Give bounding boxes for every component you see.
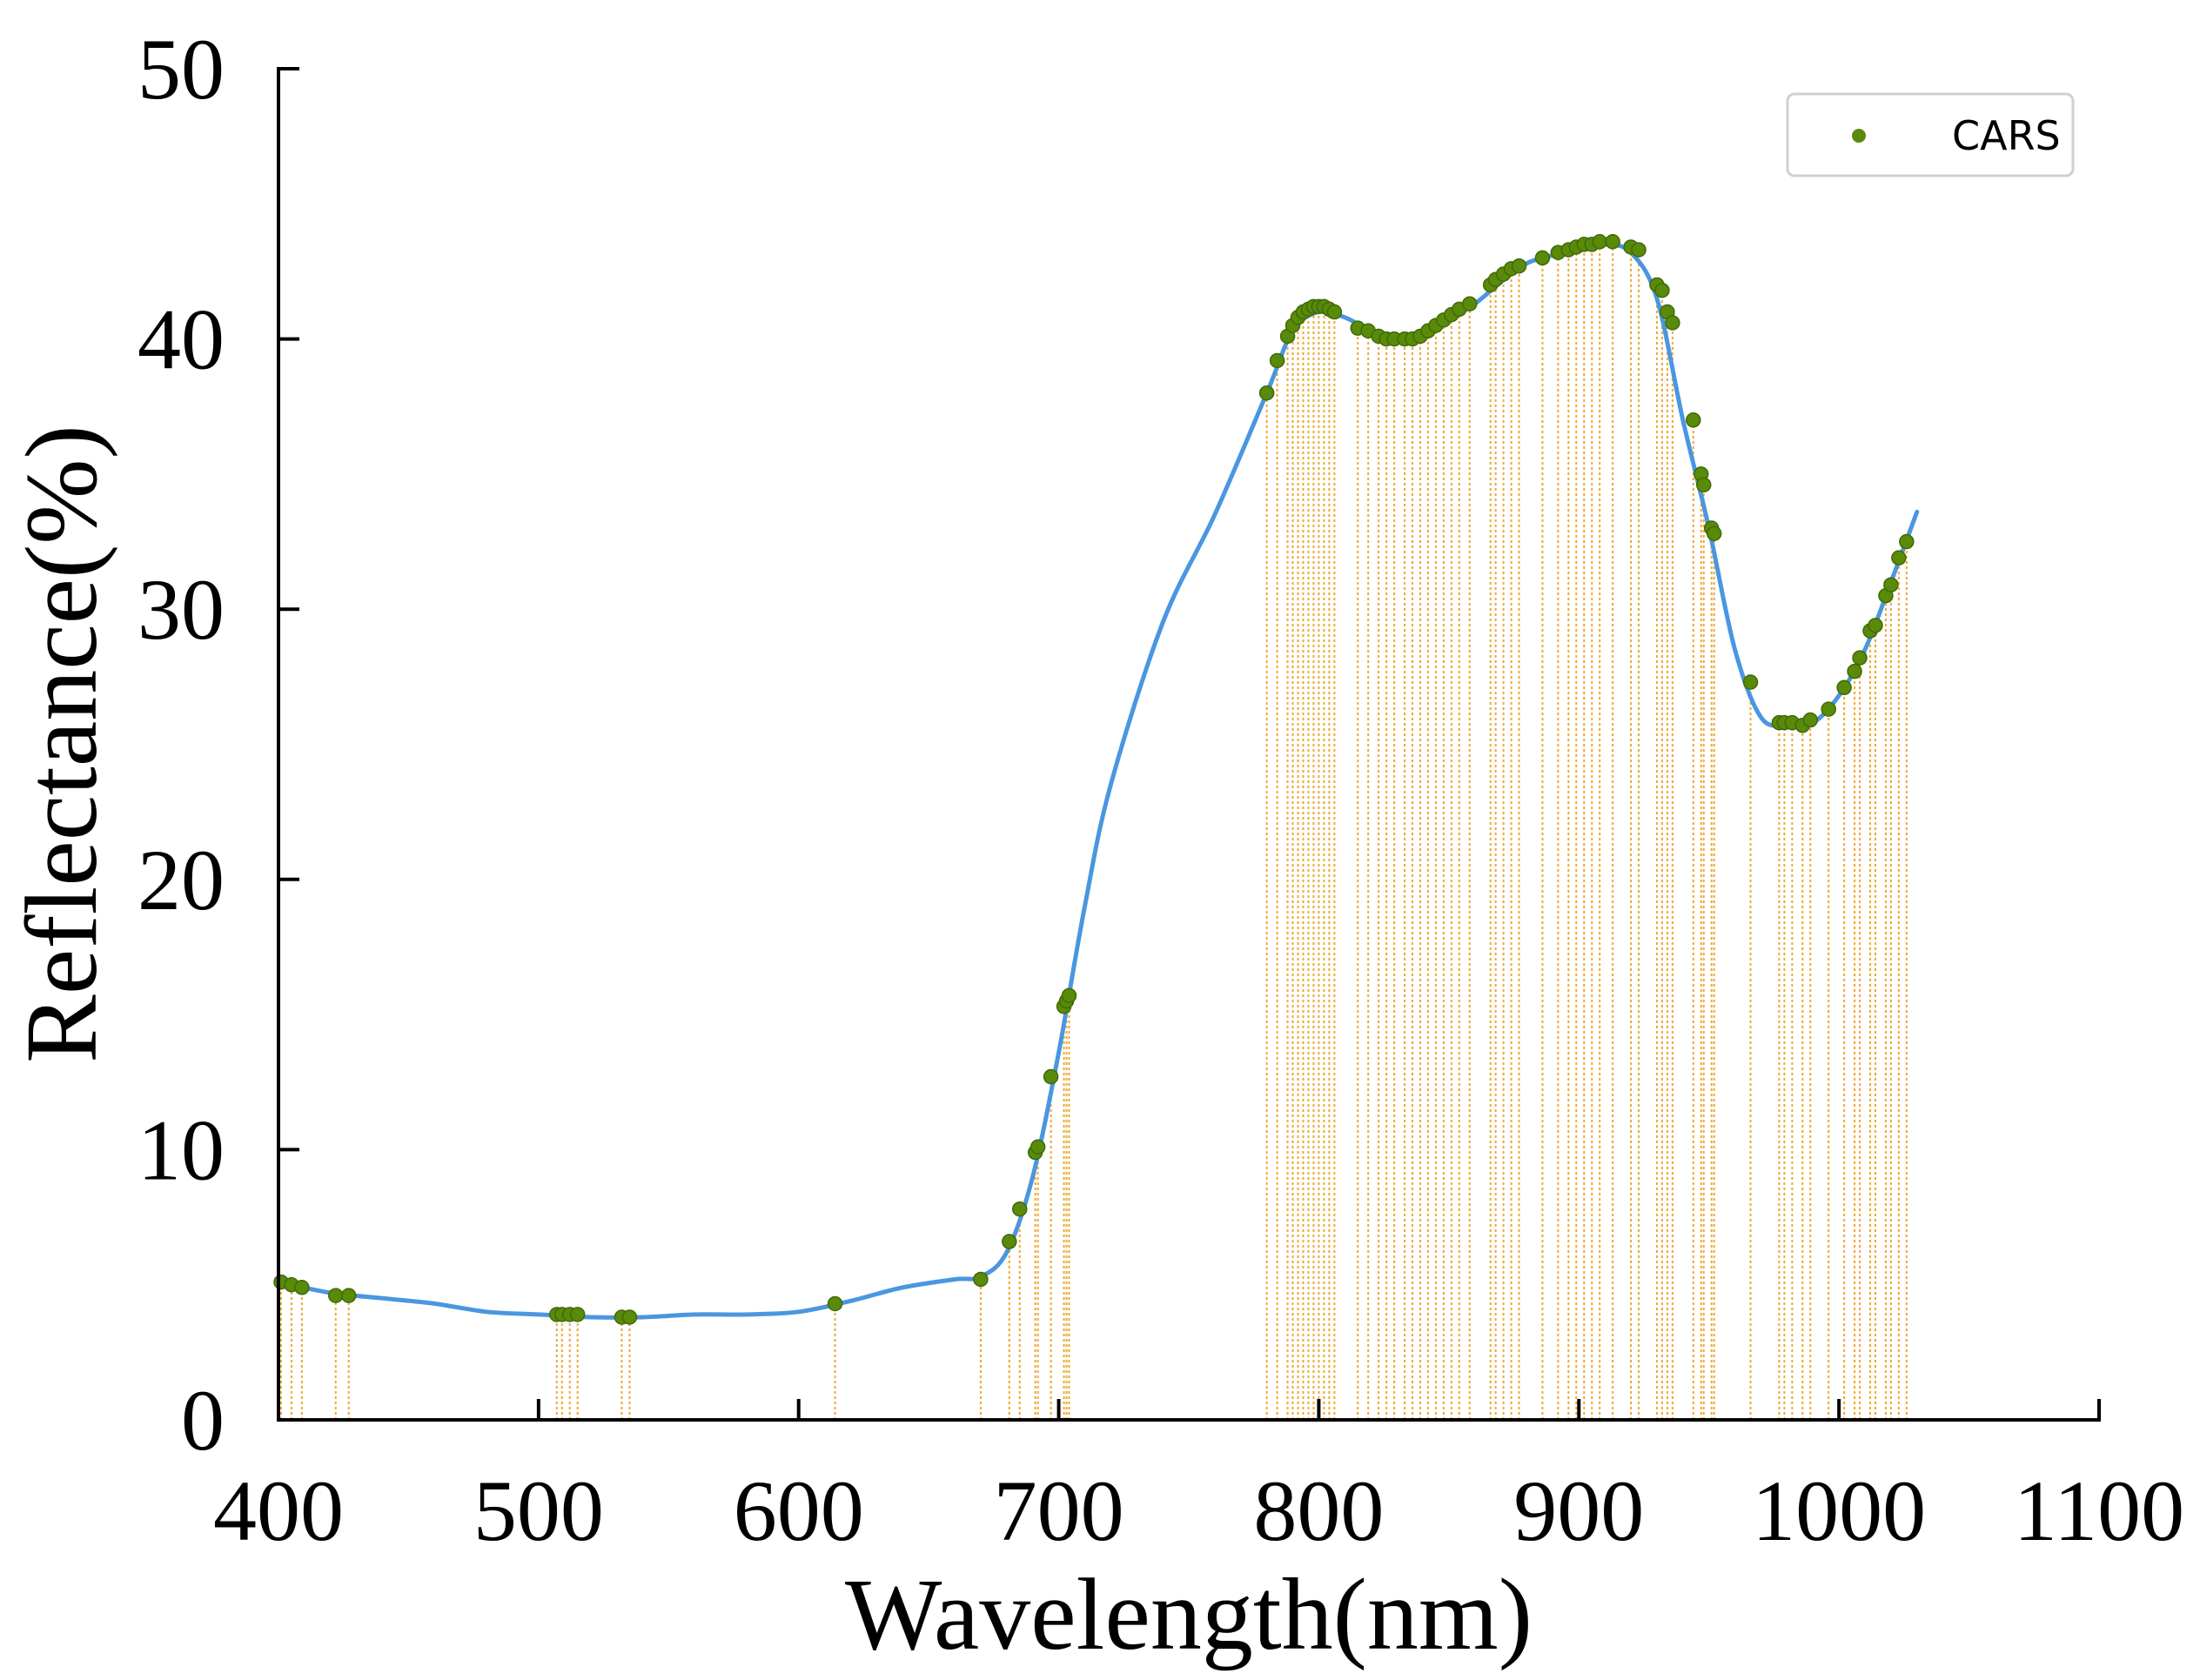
- cars-point-923: [1631, 242, 1647, 258]
- cars-point-697: [1043, 1068, 1059, 1085]
- cars-point-681: [1002, 1234, 1017, 1249]
- legend: CARS: [1786, 92, 2075, 177]
- x-tick-label-600: 600: [734, 1462, 864, 1559]
- x-tick-label-1000: 1000: [1752, 1462, 1926, 1559]
- x-axis-title: Wavelength(nm): [845, 1557, 1533, 1671]
- y-axis-title: Reflectance(%): [4, 425, 118, 1063]
- y-tick-label-40: 40: [138, 291, 225, 388]
- cars-point-936: [1665, 315, 1680, 331]
- x-tick-label-700: 700: [994, 1462, 1124, 1559]
- cars-point-908: [1592, 234, 1607, 250]
- cars-point-952: [1706, 525, 1722, 541]
- legend-marker-cars: [1852, 129, 1866, 143]
- selected-wavelength-guides: [279, 241, 1908, 1420]
- cars-point-913: [1605, 234, 1620, 250]
- cars-point-614: [827, 1295, 843, 1312]
- cars-point-1020: [1883, 577, 1899, 592]
- cars-point-427: [340, 1288, 357, 1303]
- y-tick-label-0: 0: [181, 1372, 225, 1469]
- y-tick-label-10: 10: [138, 1101, 225, 1198]
- cars-point-886: [1534, 250, 1551, 266]
- cars-point-422: [327, 1288, 344, 1303]
- cars-point-996: [1821, 701, 1836, 717]
- x-tick-label-400: 400: [213, 1462, 344, 1559]
- cars-point-1006: [1847, 663, 1862, 679]
- x-axis-ticks: 400 500 600 700 800 900 1000 1100: [213, 1399, 2184, 1559]
- cars-point-877: [1511, 258, 1527, 274]
- cars-point-515: [569, 1307, 586, 1322]
- y-axis-ticks: 0 10 20 30 40 50: [138, 21, 299, 1469]
- cars-point-685: [1011, 1201, 1028, 1217]
- reflectance-spectrum-line: [276, 242, 1920, 1320]
- cars-point-1002: [1836, 679, 1852, 696]
- cars-point-948: [1695, 477, 1712, 493]
- cars-point-989: [1802, 712, 1819, 728]
- cars-point-1023: [1891, 550, 1907, 566]
- cars-point-806: [1326, 304, 1343, 320]
- cars-selected-points: [273, 234, 1915, 1325]
- x-tick-label-500: 500: [473, 1462, 604, 1559]
- cars-point-1008: [1852, 650, 1868, 666]
- cars-point-670: [973, 1271, 989, 1288]
- cars-point-966: [1742, 674, 1759, 690]
- y-tick-label-20: 20: [138, 832, 225, 928]
- legend-box: [1786, 92, 2075, 177]
- cars-point-704: [1061, 987, 1077, 1004]
- y-tick-label-30: 30: [138, 561, 225, 658]
- legend-label-cars: CARS: [1952, 112, 2061, 159]
- cars-point-780: [1258, 385, 1275, 401]
- y-tick-label-50: 50: [138, 21, 225, 117]
- x-tick-label-900: 900: [1513, 1462, 1644, 1559]
- cars-point-944: [1686, 412, 1701, 428]
- cars-point-409: [294, 1280, 310, 1295]
- cars-point-858: [1462, 296, 1478, 311]
- cars-point-535: [621, 1309, 638, 1325]
- x-tick-label-800: 800: [1253, 1462, 1384, 1559]
- cars-point-692: [1030, 1139, 1046, 1155]
- cars-point-784: [1269, 352, 1285, 369]
- cars-point-1014: [1868, 618, 1883, 633]
- cars-point-932: [1654, 282, 1670, 298]
- x-tick-label-1100: 1100: [2014, 1462, 2184, 1559]
- cars-point-1026: [1899, 533, 1915, 550]
